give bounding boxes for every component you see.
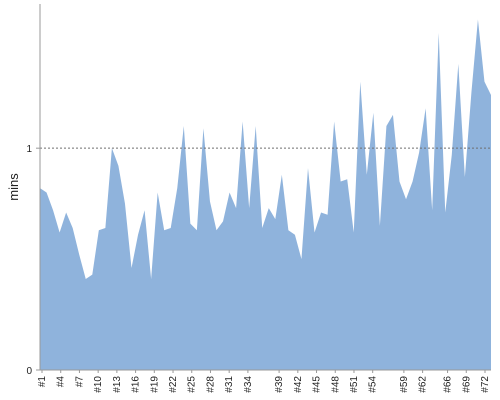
x-tick-label: #69 — [461, 376, 472, 393]
x-tick-label: #34 — [243, 376, 254, 393]
plot-area — [40, 19, 491, 371]
x-tick-label: #16 — [131, 376, 142, 393]
x-tick-label: #19 — [149, 376, 160, 393]
x-tick-label: #10 — [93, 376, 104, 393]
y-tick-label: 0 — [26, 366, 32, 377]
x-tick-label: #42 — [293, 376, 304, 393]
series-area — [40, 19, 491, 371]
x-tick-label: #62 — [418, 376, 429, 393]
x-tick-label: #13 — [112, 376, 123, 393]
x-tick-label: #48 — [330, 376, 341, 393]
x-tick-label: #51 — [349, 376, 360, 393]
x-tick-label: #22 — [168, 376, 179, 393]
x-axis-ticks: #1 #4 #7 #10 #13 #16 #19 #22 #25 #28 #31 #34 #39 #42 #… — [37, 370, 491, 393]
x-tick-label: #25 — [187, 376, 198, 393]
y-axis-label: mins — [6, 173, 21, 201]
x-tick-label: #28 — [205, 376, 216, 393]
x-tick-label: #66 — [443, 376, 454, 393]
y-axis-ticks: 01 — [26, 144, 40, 377]
x-tick-label: #54 — [368, 376, 379, 393]
y-tick-label: 1 — [26, 144, 32, 155]
x-tick-label: #7 — [74, 376, 85, 388]
x-tick-label: #31 — [224, 376, 235, 393]
x-tick-label: #1 — [37, 376, 48, 388]
x-tick-label: #4 — [56, 376, 67, 388]
x-tick-label: #59 — [399, 376, 410, 393]
x-tick-label: #72 — [480, 376, 491, 393]
x-tick-label: #39 — [274, 376, 285, 393]
x-tick-label: #45 — [312, 376, 323, 393]
